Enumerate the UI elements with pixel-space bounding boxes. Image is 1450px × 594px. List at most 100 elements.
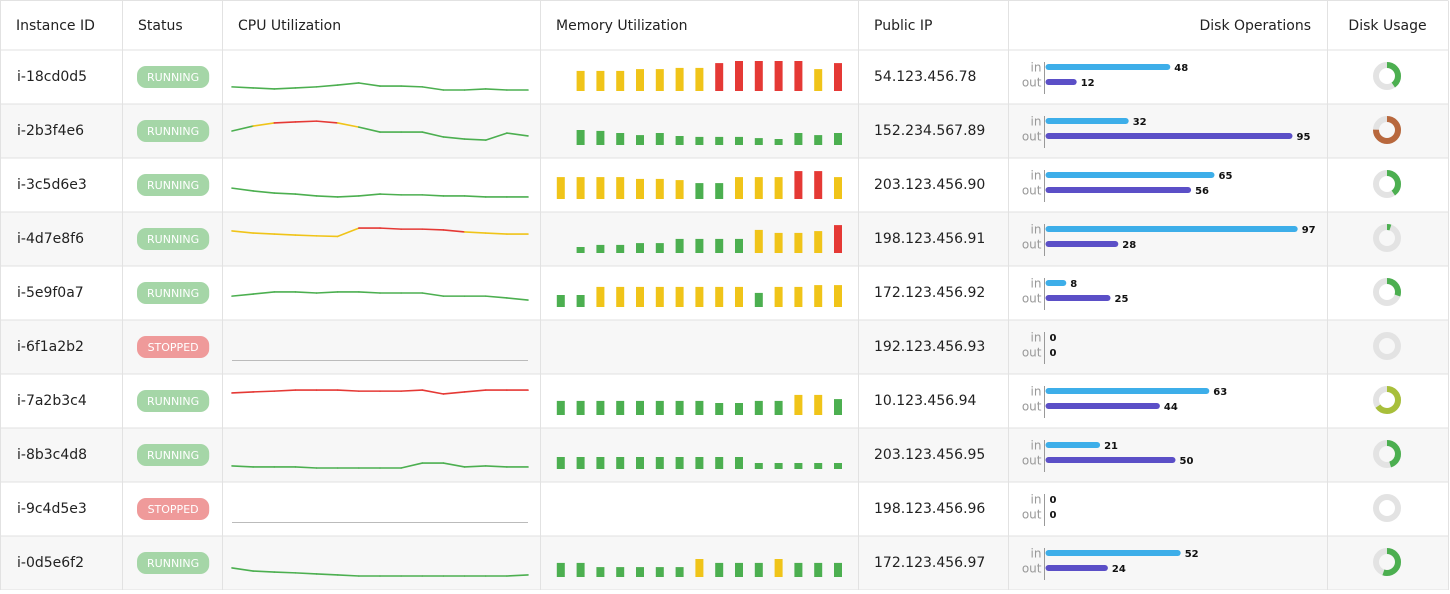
memory-bar <box>636 400 644 415</box>
disk-value: 0 <box>1050 333 1057 344</box>
public-ip: 10.123.456.94 <box>874 393 977 409</box>
memory-bar <box>814 562 823 577</box>
public-ip: 172.123.456.92 <box>874 285 985 301</box>
usage-arc <box>1373 548 1401 576</box>
memory-bar <box>774 286 783 307</box>
usage-arc <box>1373 278 1401 306</box>
memory-bar <box>616 133 625 145</box>
memory-bar <box>616 177 625 199</box>
memory-bar <box>576 177 585 199</box>
memory-bar <box>774 177 783 199</box>
cpu-line-segment <box>294 291 318 294</box>
cpu-line-segment <box>252 122 276 127</box>
cpu-line-segment <box>315 291 339 294</box>
memory-bar <box>636 178 644 199</box>
memory-bar <box>834 562 842 577</box>
row-background <box>1 428 1448 482</box>
memory-bar <box>834 399 842 415</box>
disk-io-label: out <box>1022 346 1042 360</box>
cpu-line-segment <box>336 574 360 577</box>
cpu-line-segment <box>252 291 276 295</box>
memory-bar <box>735 177 743 199</box>
cpu-line-segment <box>252 390 276 393</box>
column-header: CPU Utilization <box>238 18 341 34</box>
disk-value: 65 <box>1219 171 1233 182</box>
disk-io-label: out <box>1022 292 1042 306</box>
memory-bar <box>774 559 783 577</box>
memory-bar <box>834 463 842 469</box>
cpu-line-segment <box>252 87 276 90</box>
memory-bar <box>794 61 803 91</box>
instance-id: i-4d7e8f6 <box>17 231 84 247</box>
memory-bar <box>754 292 763 307</box>
status-badge-bg <box>137 228 210 250</box>
disk-value: 21 <box>1104 441 1118 452</box>
memory-bar <box>735 403 743 415</box>
disk-io-label: in <box>1031 331 1042 345</box>
memory-bar <box>814 463 823 469</box>
instance-id: i-0d5e6f2 <box>17 555 84 571</box>
memory-bar <box>616 286 625 307</box>
memory-bar <box>754 562 763 577</box>
status-label: STOPPED <box>148 503 199 516</box>
disk-value: 48 <box>1174 63 1188 74</box>
memory-bar <box>695 183 704 199</box>
disk-value: 8 <box>1070 279 1077 290</box>
row-background <box>1 374 1448 428</box>
cpu-line-segment <box>442 136 466 140</box>
memory-bar <box>814 69 823 91</box>
memory-bar <box>596 244 605 253</box>
disk-bar <box>1045 64 1171 70</box>
status-badge-bg <box>137 282 210 304</box>
memory-bar <box>576 400 585 415</box>
row-background <box>1 50 1448 104</box>
cpu-line-segment <box>252 232 276 235</box>
disk-io-label: in <box>1031 277 1042 291</box>
instance-id: i-2b3f4e6 <box>17 123 84 139</box>
memory-bar <box>576 70 585 91</box>
cpu-line-segment <box>484 132 508 141</box>
cpu-line-segment <box>231 293 254 297</box>
cpu-line-segment <box>379 227 402 230</box>
memory-bar <box>616 457 625 469</box>
memory-bar <box>655 243 664 253</box>
memory-bar <box>814 285 823 307</box>
disk-bar <box>1045 403 1160 409</box>
memory-bar <box>655 133 664 145</box>
cpu-line-segment <box>294 86 318 89</box>
memory-bar <box>556 295 565 307</box>
cpu-line-segment <box>463 195 487 198</box>
memory-bar <box>794 394 803 415</box>
memory-bar <box>834 63 842 91</box>
memory-bar <box>774 400 783 415</box>
instance-id: i-18cd0d5 <box>17 69 87 85</box>
instance-id: i-3c5d6e3 <box>17 177 87 193</box>
cpu-line-segment <box>273 233 297 236</box>
usage-arc <box>1373 62 1401 90</box>
disk-value: 28 <box>1122 240 1136 251</box>
disk-value: 24 <box>1112 564 1126 575</box>
memory-bar <box>715 457 724 469</box>
memory-bar <box>774 139 783 145</box>
disk-bar <box>1045 388 1210 394</box>
memory-bar <box>735 286 743 307</box>
disk-io-label: out <box>1022 238 1042 252</box>
memory-bar <box>715 403 724 415</box>
memory-bar <box>596 286 605 307</box>
memory-bar <box>794 463 803 469</box>
status-label: RUNNING <box>147 233 199 246</box>
cpu-line-segment <box>273 121 297 124</box>
status-badge: RUNNING <box>137 228 210 250</box>
row-background <box>1 482 1448 536</box>
memory-bar <box>754 177 763 199</box>
memory-bar <box>715 562 724 577</box>
cpu-line-segment <box>315 195 339 198</box>
column-header: Disk Operations <box>1200 18 1312 34</box>
status-badge: RUNNING <box>137 390 210 412</box>
memory-bar <box>715 238 724 253</box>
disk-bar <box>1045 457 1176 463</box>
memory-bar <box>655 69 664 91</box>
public-ip: 54.123.456.78 <box>874 69 976 85</box>
disk-io-label: out <box>1022 130 1042 144</box>
